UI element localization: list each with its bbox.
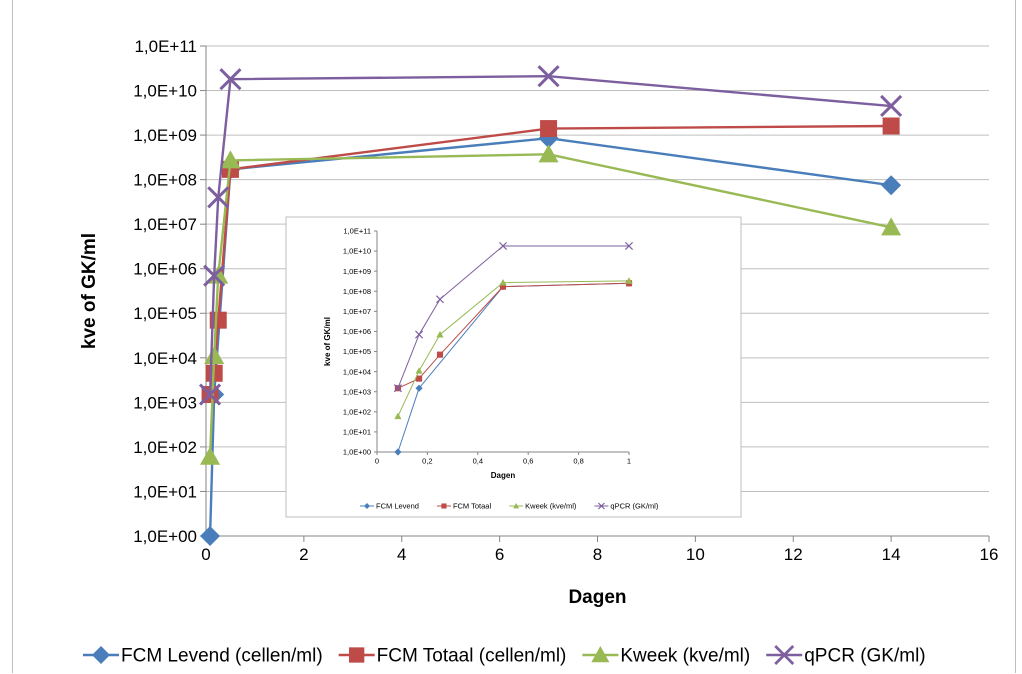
- main-chart-y-tick-label: 1,0E+03: [133, 393, 197, 412]
- main-chart-data-point: [880, 94, 903, 118]
- inset-chart-data-point: [436, 351, 444, 358]
- inset-chart-x-tick-label: 0,6: [523, 457, 533, 466]
- main-chart-x-tick-label: 2: [299, 545, 308, 564]
- main-chart-data-point: [199, 383, 222, 406]
- main-chart-y-tick-label: 1,0E+02: [133, 438, 197, 457]
- main-chart-legend-marker-2: [591, 646, 610, 663]
- inset-chart-y-tick-label: 1,0E+05: [343, 347, 371, 356]
- inset-chart-data-point: [624, 241, 634, 250]
- main-chart-data-point: [207, 186, 230, 209]
- inset-chart-y-tick-label: 1,0E+03: [343, 387, 371, 396]
- inset-chart-x-tick-label: 0,8: [573, 457, 583, 466]
- inset-chart-box: [285, 216, 742, 518]
- inset-chart-x-tick-label: 0,4: [473, 457, 483, 466]
- main-chart-data-point: [220, 150, 241, 169]
- inset-chart-legend-label-1: FCM Totaal: [453, 502, 492, 511]
- inset-chart-data-point: [415, 330, 424, 339]
- inset-chart-data-point: [625, 277, 633, 284]
- inset-chart-legend-label-3: qPCR (GK/ml): [610, 502, 658, 511]
- main-chart-x-tick-label: 8: [593, 545, 602, 564]
- main-chart-legend-label-0: FCM Levend (cellen/ml): [121, 646, 323, 667]
- main-chart-data-point: [219, 68, 242, 91]
- inset-chart-legend-label-2: Kweek (kve/ml): [525, 502, 577, 511]
- main-chart-x-tick-label: 12: [784, 545, 803, 564]
- inset-chart-data-point: [415, 367, 423, 374]
- main-chart-data-point: [882, 117, 900, 135]
- inset-chart-data-point: [416, 375, 423, 382]
- inset-chart-x-axis-title: Dagen: [491, 471, 516, 480]
- main-chart-data-point: [204, 345, 225, 364]
- main-chart-x-axis-title: Dagen: [568, 587, 626, 608]
- main-chart-data-point: [881, 175, 902, 196]
- main-chart-y-axis-title: kve of GK/ml: [79, 233, 100, 349]
- main-chart-data-point: [209, 311, 227, 329]
- main-chart-y-tick-label: 1,0E+08: [133, 171, 197, 190]
- inset-chart-data-point: [498, 241, 508, 250]
- main-chart-data-point: [200, 526, 221, 546]
- inset-chart-y-tick-label: 1,0E+04: [343, 367, 371, 376]
- main-chart-x-tick-label: 14: [882, 545, 901, 564]
- main-chart-x-tick-label: 0: [201, 545, 210, 564]
- main-chart-x-tick-label: 10: [686, 545, 705, 564]
- inset-chart-y-tick-label: 1,0E+01: [343, 428, 371, 437]
- main-chart-y-tick-label: 1,0E+07: [133, 215, 197, 234]
- main-chart-x-tick-label: 16: [980, 545, 999, 564]
- main-chart-series-line-2: [208, 153, 892, 457]
- inset-chart-y-tick-label: 1,0E+00: [343, 448, 371, 457]
- main-chart-series-line-3: [208, 74, 892, 395]
- main-chart-x-tick-label: 6: [495, 545, 504, 564]
- inset-chart-data-point: [499, 279, 507, 286]
- inset-chart-legend-marker-0: [364, 503, 370, 509]
- main-chart-y-tick-label: 1,0E+00: [133, 527, 197, 546]
- inset-chart-y-tick-label: 1,0E+10: [343, 247, 371, 256]
- inset-chart-x-tick-label: 0: [375, 457, 379, 466]
- main-chart-legend-marker-1: [349, 647, 365, 663]
- inset-chart-y-tick-label: 1,0E+06: [343, 327, 371, 336]
- main-chart-legend-marker-0: [92, 646, 110, 664]
- main-chart-legend-label-1: FCM Totaal (cellen/ml): [377, 646, 567, 667]
- main-chart-y-tick-label: 1,0E+10: [133, 81, 197, 100]
- main-chart-y-tick-label: 1,0E+01: [133, 482, 197, 501]
- inset-chart-legend-marker-3: [597, 502, 605, 510]
- inset-chart-data-point: [415, 384, 423, 392]
- inset-chart-data-point: [435, 295, 445, 304]
- main-chart-data-point: [538, 144, 559, 163]
- inset-chart-legend-marker-1: [441, 503, 447, 509]
- main-chart-data-point: [203, 264, 226, 287]
- main-chart-y-tick-label: 1,0E+04: [133, 349, 197, 368]
- inset-chart-legend-label-0: FCM Levend: [376, 502, 419, 511]
- inset-chart-group: 1,0E+00 1,0E+01 1,0E+02 1,0E+03 1,0E+04 1,0E+…: [285, 216, 742, 518]
- chart-frame: [12, 0, 1016, 673]
- main-chart-legend-marker-3: [774, 645, 795, 665]
- main-chart-data-point: [881, 217, 902, 236]
- inset-chart-data-point: [394, 448, 402, 456]
- main-chart-data-point: [540, 120, 558, 138]
- inset-chart-y-tick-label: 1,0E+11: [343, 227, 371, 236]
- inset-chart-legend-marker-2: [513, 503, 520, 509]
- inset-chart-data-point: [393, 384, 402, 393]
- inset-chart-x-tick-label: 1: [627, 457, 631, 466]
- main-chart-data-point: [200, 446, 221, 465]
- main-chart-x-tick-label: 4: [397, 545, 406, 564]
- main-chart-y-tick-label: 1,0E+11: [134, 37, 197, 56]
- main-chart-y-tick-label: 1,0E+09: [133, 126, 197, 145]
- inset-chart-data-point: [394, 412, 402, 420]
- inset-chart-y-tick-label: 1,0E+07: [343, 307, 371, 316]
- inset-chart-y-axis-title: kve of GK/ml: [323, 317, 332, 366]
- main-chart-legend-label-3: qPCR (GK/ml): [804, 646, 925, 667]
- inset-chart-x-tick-label: 0,2: [422, 457, 432, 466]
- inset-chart-y-tick-label: 1,0E+09: [343, 267, 371, 276]
- main-chart-y-tick-label: 1,0E+06: [133, 260, 197, 279]
- main-chart-y-tick-label: 1,0E+05: [133, 304, 197, 323]
- inset-chart-data-point: [436, 330, 444, 338]
- inset-chart-data-point: [499, 283, 507, 290]
- main-chart-legend-label-2: Kweek (kve/ml): [620, 646, 750, 667]
- inset-chart-y-tick-label: 1,0E+02: [343, 407, 371, 416]
- inset-chart-y-tick-label: 1,0E+08: [343, 287, 371, 296]
- main-chart-data-point: [537, 65, 560, 88]
